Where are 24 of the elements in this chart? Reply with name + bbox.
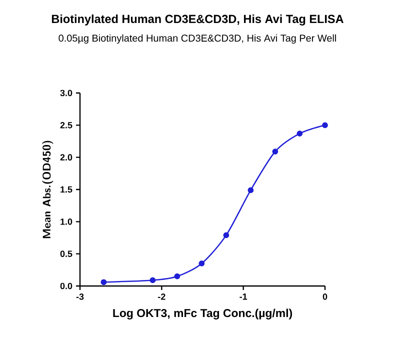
point [248,187,254,194]
chart-title: Biotinylated Human CD3E&CD3D, His Avi Tag ELISA [52,14,344,26]
y-tick-label: 0.5 [60,250,72,258]
x-tick-label: -3 [76,294,84,300]
y-tick-label: 3.0 [60,90,72,96]
y-tick-label: 1.5 [60,186,72,193]
x-axis-title: Log OKT3, mFc Tag Conc.(µg/ml) [113,308,292,320]
y-tick-label: 2.0 [60,154,72,161]
y-tick-label: 2.5 [60,122,72,128]
x-tick-label: -2 [158,294,166,300]
point [174,273,180,280]
point [100,279,107,286]
chart-subtitle: 0.05µg Biotinylated Human CD3E&CD3D, His Avi Tag Per Well [58,34,336,44]
y-axis-title: Mean Abs.(OD450) [42,140,54,238]
point [150,277,156,284]
point [198,260,205,266]
y-tick-label: 0.0 [60,282,72,290]
point [272,148,278,154]
x-tick-label: 0 [322,294,328,300]
point [223,232,230,238]
point [296,130,303,136]
point [322,122,328,128]
y-tick-label: 1.0 [60,218,72,225]
x-tick-label: -1 [240,294,248,300]
